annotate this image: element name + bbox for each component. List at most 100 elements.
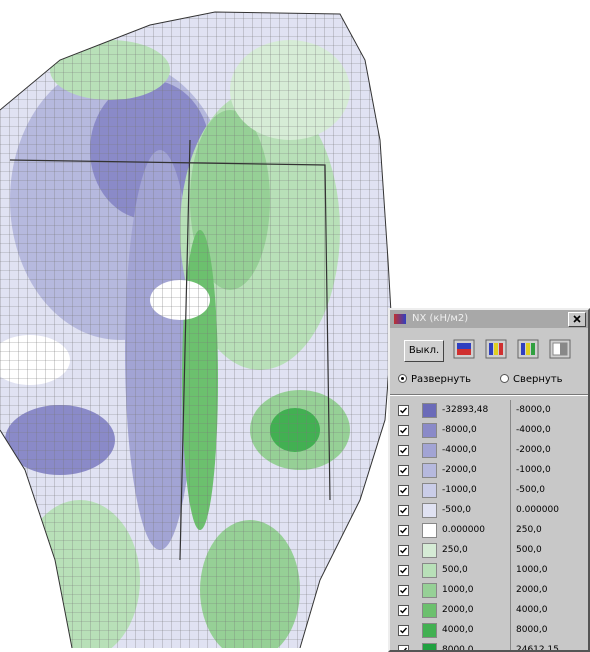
check-mark [400,527,408,534]
checkbox[interactable] [398,525,409,536]
palette-button[interactable] [484,338,508,360]
checkbox[interactable] [398,505,409,516]
model-outline [0,11,393,648]
off-button[interactable]: Выкл. [404,340,444,362]
checkbox[interactable] [398,445,409,456]
legend-row: -4000,0 -2000,0 [390,440,588,460]
legend-row: 250,0 500,0 [390,540,588,560]
option-label: Развернуть [411,374,472,385]
column-divider [510,640,511,650]
range-to: 2000,0 [516,585,548,595]
option-label: Свернуть [513,374,563,385]
check-mark [400,407,408,414]
range-to: -8000,0 [516,405,551,415]
range-from: 1000,0 [442,585,474,595]
color-swatch [422,443,437,458]
checkbox[interactable] [398,645,409,650]
check-mark [400,487,408,494]
column-divider [510,460,511,480]
checkbox[interactable] [398,585,409,596]
legend-row: 500,0 1000,0 [390,560,588,580]
title-bar: NX (кН/м2) [390,310,588,328]
column-divider [510,500,511,520]
color-swatch [422,623,437,638]
check-mark [400,547,408,554]
check-mark [400,567,408,574]
column-divider [510,560,511,580]
close-button[interactable] [568,312,586,327]
range-from: -500,0 [442,505,472,515]
range-to: -500,0 [516,485,546,495]
color-swatch [422,463,437,478]
legend-row: 1000,0 2000,0 [390,580,588,600]
checkbox[interactable] [398,625,409,636]
range-to: 0.000000 [516,505,559,515]
palette-button[interactable] [516,338,540,360]
color-swatch [422,603,437,618]
legend-row: -32893,48 -8000,0 [390,400,588,420]
column-divider [510,420,511,440]
column-divider [510,440,511,460]
column-divider [510,520,511,540]
range-to: 250,0 [516,525,542,535]
legend-row: -8000,0 -4000,0 [390,420,588,440]
legend-row: 0.000000 250,0 [390,520,588,540]
check-mark [400,587,408,594]
column-divider [510,580,511,600]
separator [390,394,588,396]
column-divider [510,400,511,420]
color-swatch [422,483,437,498]
check-mark [400,467,408,474]
checkbox[interactable] [398,605,409,616]
check-mark [400,447,408,454]
legend-window: NX (кН/м2) Выкл. Развернуть Свернуть -32… [388,308,590,652]
color-swatch [422,523,437,538]
window-title: NX (кН/м2) [412,313,469,324]
checkbox[interactable] [398,565,409,576]
checkbox[interactable] [398,425,409,436]
color-swatch [422,643,437,650]
legend-row: -1000,0 -500,0 [390,480,588,500]
radio-collapse[interactable]: Свернуть [500,374,563,385]
color-swatch [422,543,437,558]
legend-row: 2000,0 4000,0 [390,600,588,620]
range-from: 250,0 [442,545,468,555]
color-swatch [422,503,437,518]
check-mark [400,607,408,614]
legend-row: 8000,0 24612,15 [390,640,588,652]
check-mark [400,427,408,434]
radio-expand[interactable]: Развернуть [398,374,471,385]
range-to: -1000,0 [516,465,551,475]
range-from: 4000,0 [442,625,474,635]
color-swatch [422,403,437,418]
range-from: 0.000000 [442,525,485,535]
checkbox[interactable] [398,545,409,556]
checkbox[interactable] [398,485,409,496]
range-from: 2000,0 [442,605,474,615]
color-swatch [422,423,437,438]
range-to: -4000,0 [516,425,551,435]
checkbox[interactable] [398,465,409,476]
range-to: 500,0 [516,545,542,555]
range-from: 500,0 [442,565,468,575]
check-mark [400,627,408,634]
range-from: -1000,0 [442,485,477,495]
check-mark [403,647,408,650]
checkbox[interactable] [398,405,409,416]
range-from: -8000,0 [442,425,477,435]
range-to: 1000,0 [516,565,548,575]
column-divider [510,540,511,560]
legend-row: -500,0 0.000000 [390,500,588,520]
range-to: 8000,0 [516,625,548,635]
range-to: -2000,0 [516,445,551,455]
legend-row: -2000,0 -1000,0 [390,460,588,480]
range-from: -4000,0 [442,445,477,455]
check-mark [400,507,408,514]
range-to: 24612,15 [516,645,559,652]
column-divider [510,480,511,500]
palette-button[interactable] [548,338,572,360]
palette-button[interactable] [452,338,476,360]
